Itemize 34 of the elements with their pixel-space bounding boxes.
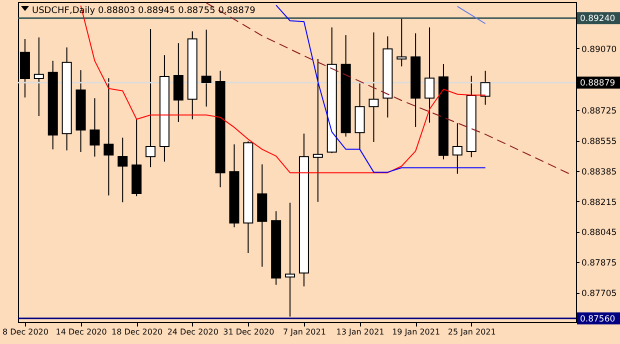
x-tick-label: 25 Jan 2021 bbox=[448, 328, 496, 336]
ref-line-label: 0.87560 bbox=[580, 314, 616, 324]
x-tick-label: 31 Dec 2020 bbox=[223, 328, 274, 336]
ref-line-label: 0.89240 bbox=[580, 14, 616, 24]
candlestick bbox=[452, 122, 462, 174]
x-tick-label: 8 Dec 2020 bbox=[2, 328, 48, 336]
y-tick-label: 0.88555 bbox=[582, 137, 617, 148]
candlestick bbox=[146, 28, 156, 168]
y-tick-label: 0.88215 bbox=[582, 198, 617, 208]
candlestick bbox=[118, 137, 128, 203]
y-tick-label: 0.87875 bbox=[582, 258, 617, 269]
x-tick-label: 24 Dec 2020 bbox=[167, 328, 218, 336]
line-series bbox=[276, 4, 486, 173]
y-tick-label: 0.89070 bbox=[582, 44, 617, 55]
y-tick-label: 0.88385 bbox=[582, 167, 617, 178]
candlestick bbox=[90, 98, 100, 158]
x-tick-label: 19 Jan 2021 bbox=[392, 328, 440, 336]
y-tick-label: 0.87705 bbox=[582, 289, 617, 300]
ref-line-label: 0.88879 bbox=[580, 78, 616, 89]
x-tick-label: 7 Jan 2021 bbox=[283, 328, 326, 336]
candlestick bbox=[368, 32, 379, 142]
y-tick-label: 0.88725 bbox=[582, 106, 617, 117]
candlestick bbox=[396, 18, 407, 67]
candlestick bbox=[285, 202, 296, 318]
candlestick bbox=[104, 78, 114, 196]
x-tick-label: 18 Dec 2020 bbox=[112, 328, 163, 336]
candlestick bbox=[34, 36, 44, 117]
candlestick bbox=[312, 58, 323, 202]
x-tick-label: 13 Jan 2021 bbox=[336, 328, 384, 336]
x-tick-label: 14 Dec 2020 bbox=[56, 328, 107, 336]
candlestick bbox=[201, 29, 212, 108]
candlestick bbox=[424, 26, 435, 124]
candlestick bbox=[480, 70, 490, 106]
y-tick-label: 0.88045 bbox=[582, 228, 617, 238]
